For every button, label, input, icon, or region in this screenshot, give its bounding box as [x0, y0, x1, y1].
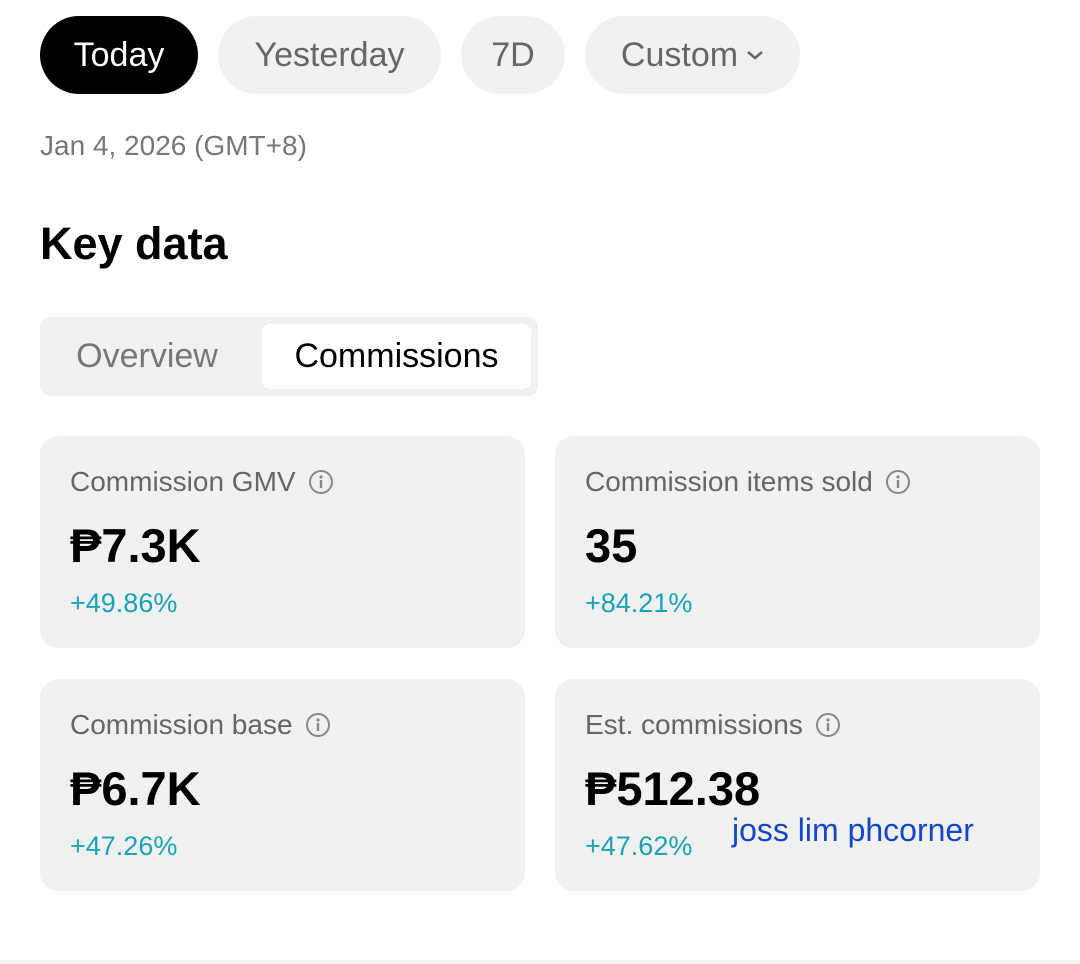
metric-change: +47.26% [70, 831, 178, 861]
metric-label-row: Commission GMV [70, 466, 334, 498]
annotation: joss lim phcorner [732, 812, 974, 848]
metric-change: +84.21% [585, 588, 693, 618]
section-title: Key data [40, 218, 228, 269]
metric-card: Est. commissions ₱512.38 +47.62% [555, 679, 1040, 891]
filter-custom[interactable]: Custom [585, 16, 800, 94]
metric-value: ₱7.3K [70, 519, 201, 572]
chevron-icon [747, 51, 763, 60]
metric-label: Commission items sold [585, 466, 873, 497]
info-icon[interactable] [308, 469, 334, 495]
filter-7d[interactable]: 7D [461, 16, 565, 94]
metric-change: +49.86% [70, 588, 178, 618]
filter-today[interactable]: Today [40, 16, 198, 94]
metric-card: Commission items sold 35 +84.21% [555, 436, 1040, 648]
metric-change: +47.62% [585, 831, 693, 861]
metric-label-row: Est. commissions [585, 709, 841, 741]
info-icon[interactable] [815, 712, 841, 738]
tab-commissions[interactable]: Commissions [262, 324, 531, 389]
divider [0, 960, 1080, 964]
filter-custom-label: Custom [620, 35, 739, 74]
metric-label: Est. commissions [585, 709, 803, 740]
metric-value: 35 [585, 519, 638, 572]
info-icon[interactable] [305, 712, 331, 738]
metric-label-row: Commission items sold [585, 466, 911, 498]
metric-card: Commission GMV ₱7.3K +49.86% [40, 436, 525, 648]
date: Jan 4, 2026 (GMT+8) [40, 130, 307, 161]
metric-value: ₱6.7K [70, 762, 201, 815]
metric-value: ₱512.38 [585, 762, 761, 815]
filter-yesterday[interactable]: Yesterday [218, 16, 441, 94]
info-icon[interactable] [885, 469, 911, 495]
metric-card: Commission base ₱6.7K +47.26% [40, 679, 525, 891]
metric-label: Commission GMV [70, 466, 296, 497]
metric-label: Commission base [70, 709, 293, 740]
tab-overview[interactable]: Overview [76, 337, 218, 375]
metric-label-row: Commission base [70, 709, 331, 741]
